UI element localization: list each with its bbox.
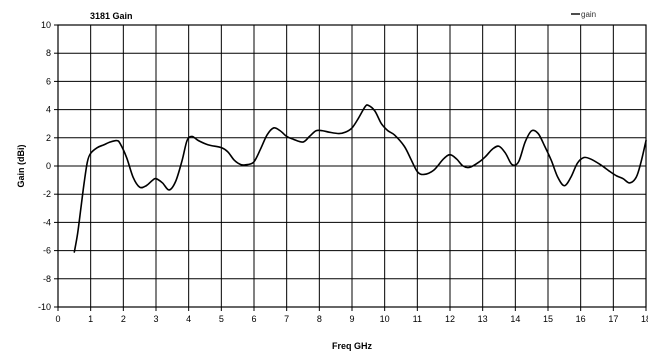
y-tick-label: 2 — [46, 133, 51, 143]
x-tick-label: 7 — [284, 314, 289, 324]
series-layer — [73, 104, 647, 253]
legend-label-gain: gain — [581, 10, 596, 19]
x-tick-label: 9 — [349, 314, 354, 324]
y-tick-label: 4 — [46, 105, 51, 115]
x-tick-label: 3 — [153, 314, 158, 324]
x-tick-label: 15 — [543, 314, 553, 324]
x-tick-label: 11 — [413, 314, 422, 324]
x-tick-label: 13 — [478, 314, 488, 324]
x-tick-label: 16 — [576, 314, 586, 324]
y-tick-label: -10 — [38, 302, 51, 312]
y-tick-label: 8 — [46, 48, 51, 58]
x-axis-title: Freq GHz — [332, 341, 373, 351]
x-tick-label: 2 — [121, 314, 126, 324]
y-tick-label: -4 — [43, 217, 51, 227]
y-tick-label: 0 — [46, 161, 51, 171]
x-tick-label: 12 — [445, 314, 455, 324]
x-tick-label: 18 — [641, 314, 648, 324]
y-tick-label: 10 — [41, 20, 51, 30]
y-axis-title: Gain (dBi) — [16, 145, 26, 188]
series-line-gain — [73, 104, 647, 253]
y-tick-label: -6 — [43, 246, 51, 256]
x-tick-label: 8 — [317, 314, 322, 324]
chart-title: 3181 Gain — [90, 11, 133, 21]
y-tick-label: 6 — [46, 76, 51, 86]
legend: gain — [571, 10, 596, 19]
x-tick-label: 5 — [219, 314, 224, 324]
x-tick-label: 6 — [251, 314, 256, 324]
x-tick-label: 4 — [186, 314, 191, 324]
plot-area-border — [57, 24, 647, 308]
x-tick-label: 10 — [380, 314, 390, 324]
x-tick-label: 17 — [608, 314, 618, 324]
x-tick-label: 0 — [55, 314, 60, 324]
x-tick-label: 1 — [88, 314, 93, 324]
y-tick-label: -2 — [43, 189, 51, 199]
x-tick-label: 14 — [510, 314, 520, 324]
y-tick-label: -8 — [43, 274, 51, 284]
tick-labels: 0123456789101112131415161718-10-8-6-4-20… — [38, 20, 648, 324]
